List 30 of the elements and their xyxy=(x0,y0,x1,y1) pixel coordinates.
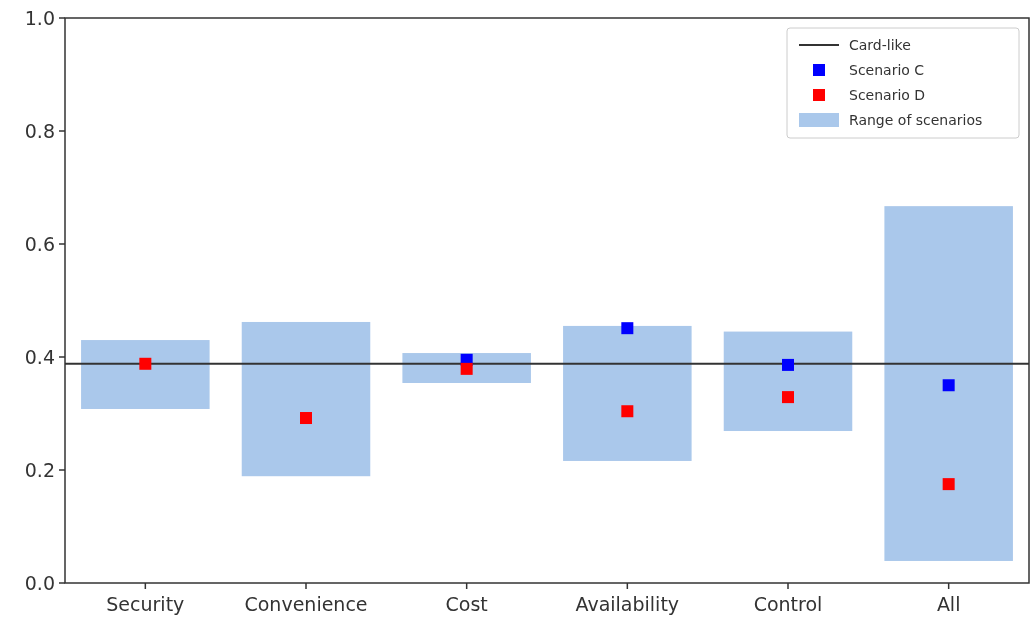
bar xyxy=(884,206,1013,561)
point xyxy=(139,357,152,370)
point xyxy=(782,391,794,404)
point xyxy=(942,478,955,491)
bar xyxy=(81,340,210,409)
legend-label: Card-like xyxy=(849,36,911,53)
y-tick-label: 0.6 xyxy=(24,232,55,255)
y-tick-label: 1.0 xyxy=(24,6,55,29)
point xyxy=(300,412,312,425)
y-tick-label: 0.8 xyxy=(24,119,55,142)
x-tick-label: Availability xyxy=(575,593,680,615)
legend-label: Range of scenarios xyxy=(849,111,983,128)
y-tick-label: 0.4 xyxy=(24,345,55,368)
point xyxy=(621,322,634,335)
y-tick-label: 0.2 xyxy=(24,458,55,481)
legend-label: Scenario C xyxy=(849,61,925,78)
legend-label: Scenario D xyxy=(849,86,926,103)
point xyxy=(621,405,634,418)
point xyxy=(782,358,794,371)
bar xyxy=(563,325,692,461)
bar xyxy=(241,321,371,477)
x-tick-label: All xyxy=(936,593,961,615)
x-tick-label: Security xyxy=(106,593,185,615)
x-tick-label: Convenience xyxy=(244,593,368,615)
bar xyxy=(723,331,853,432)
y-tick-label: 0.0 xyxy=(24,571,55,594)
point xyxy=(460,362,473,375)
point xyxy=(942,379,955,392)
x-tick-label: Control xyxy=(753,593,823,615)
x-tick-label: Cost xyxy=(445,593,488,615)
